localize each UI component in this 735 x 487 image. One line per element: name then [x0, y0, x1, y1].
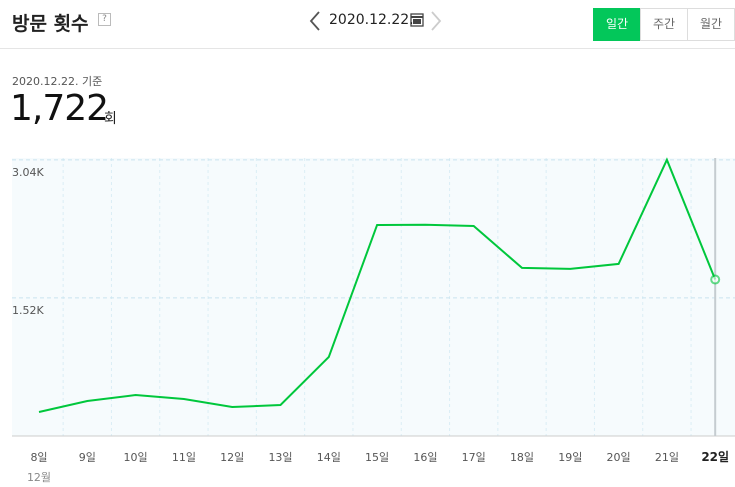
x-tick-label: 13일: [268, 450, 292, 464]
next-arrow: [431, 11, 442, 31]
series-line: [38, 157, 717, 413]
calendar-icon[interactable]: [410, 13, 424, 27]
x-tick-label: 15일: [365, 450, 389, 464]
tab[interactable]: 주간: [640, 8, 688, 41]
tab[interactable]: 일간: [593, 8, 641, 41]
x-tick-label: 16일: [413, 450, 437, 464]
x-tick-label: 9일: [79, 450, 96, 464]
point: [710, 274, 721, 285]
total-value: 1,722: [10, 88, 109, 129]
x-tick-label: 12일: [220, 450, 244, 464]
basis-date: 2020.12.22. 기준: [12, 75, 103, 88]
prev-arrow[interactable]: [309, 11, 320, 31]
period-tabs: 일간 주간 월간: [593, 8, 735, 41]
page-title: 방문 횟수: [12, 13, 89, 35]
tab[interactable]: 월간: [687, 8, 735, 41]
date-label: 2020.12.22.: [329, 12, 414, 28]
x-tick-label: 20일: [607, 450, 631, 464]
divider: [0, 48, 735, 49]
y-tick-label: 1.52K: [12, 304, 44, 317]
x-tick-label: 19일: [558, 450, 582, 464]
help-icon[interactable]: ?: [98, 13, 111, 26]
y-tick-label: 3.04K: [12, 166, 44, 179]
x-tick-label: 17일: [462, 450, 486, 464]
x-tick-label: 18일: [510, 450, 534, 464]
x-tick-label: 11일: [172, 450, 196, 464]
x-tick-label: 14일: [317, 450, 341, 464]
x-tick-label: 21일: [655, 450, 679, 464]
x-tick-label: 10일: [124, 450, 148, 464]
x-tick-label: 8일: [30, 450, 47, 464]
x-tick-label: 22일: [701, 450, 729, 464]
plot-background: [12, 158, 735, 436]
total-unit: 회: [104, 111, 117, 127]
month-label: 12월: [27, 471, 51, 484]
